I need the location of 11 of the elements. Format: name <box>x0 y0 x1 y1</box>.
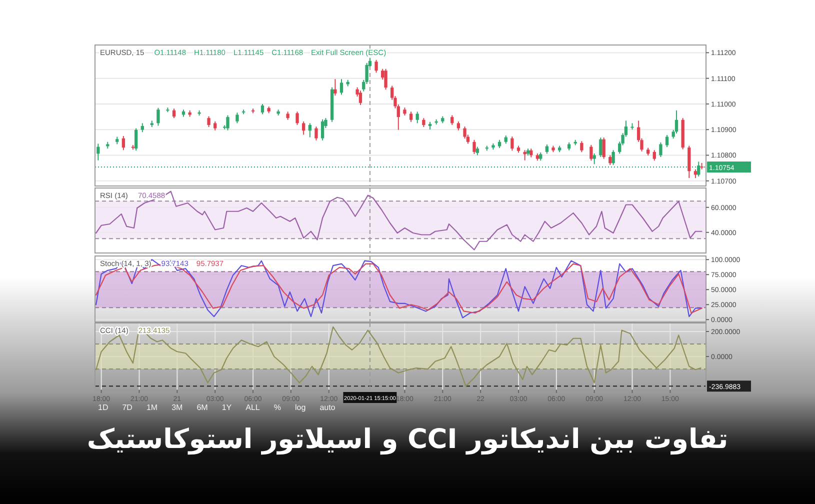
text: log <box>295 403 306 412</box>
text: 1D <box>98 403 108 412</box>
text: 1Y <box>222 403 232 412</box>
text: ALL <box>246 403 260 412</box>
text: تفاوت بین اندیکاتور CCI و اسیلاتور استوکاستیک <box>86 424 728 455</box>
text: 3M <box>172 403 184 412</box>
text: % <box>274 403 281 412</box>
text: auto <box>320 403 336 412</box>
text: 7D <box>122 403 133 412</box>
text: 1M <box>146 403 158 412</box>
text: 6M <box>196 403 208 412</box>
